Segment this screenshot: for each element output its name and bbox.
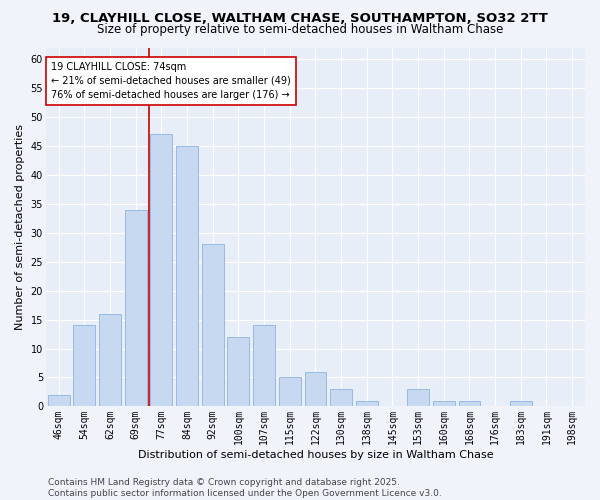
Bar [202, 244, 224, 406]
Bar [73, 326, 95, 406]
Bar [433, 400, 455, 406]
X-axis label: Distribution of semi-detached houses by size in Waltham Chase: Distribution of semi-detached houses by … [137, 450, 493, 460]
Y-axis label: Number of semi-detached properties: Number of semi-detached properties [15, 124, 25, 330]
Bar [279, 378, 301, 406]
Bar [99, 314, 121, 406]
Bar [125, 210, 146, 406]
Bar [458, 400, 481, 406]
Text: Contains HM Land Registry data © Crown copyright and database right 2025.
Contai: Contains HM Land Registry data © Crown c… [48, 478, 442, 498]
Bar [253, 326, 275, 406]
Bar [48, 395, 70, 406]
Bar [356, 400, 377, 406]
Bar [151, 134, 172, 406]
Text: 19 CLAYHILL CLOSE: 74sqm
← 21% of semi-detached houses are smaller (49)
76% of s: 19 CLAYHILL CLOSE: 74sqm ← 21% of semi-d… [51, 62, 291, 100]
Bar [510, 400, 532, 406]
Bar [305, 372, 326, 406]
Bar [330, 389, 352, 406]
Bar [227, 337, 250, 406]
Bar [407, 389, 429, 406]
Bar [176, 146, 198, 406]
Text: 19, CLAYHILL CLOSE, WALTHAM CHASE, SOUTHAMPTON, SO32 2TT: 19, CLAYHILL CLOSE, WALTHAM CHASE, SOUTH… [52, 12, 548, 26]
Text: Size of property relative to semi-detached houses in Waltham Chase: Size of property relative to semi-detach… [97, 22, 503, 36]
